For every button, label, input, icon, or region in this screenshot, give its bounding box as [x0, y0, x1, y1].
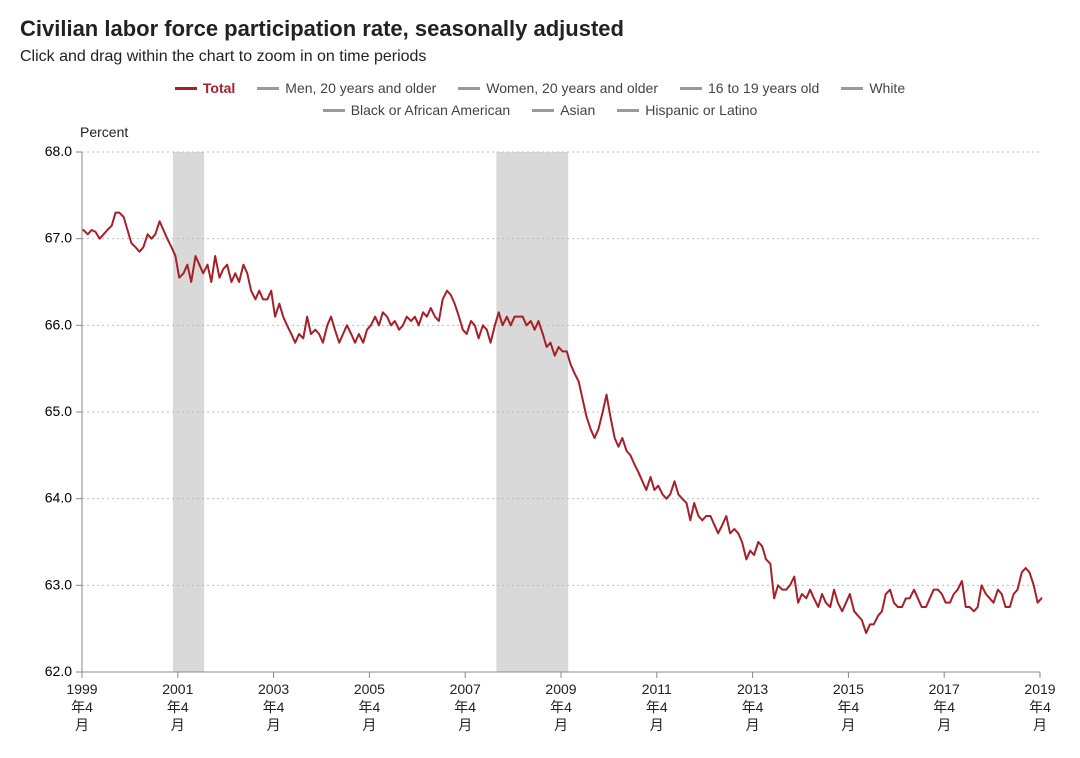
x-tick-label: 2011: [642, 681, 672, 697]
legend-swatch: [175, 87, 197, 90]
legend-item[interactable]: Hispanic or Latino: [617, 102, 757, 118]
x-ticks: 1999 年4 月 2001 年4 月 2003 年4 月 2005 年4 月 2007 年4 月 2009 年…: [66, 672, 1055, 733]
x-tick-label: 年4: [167, 699, 189, 715]
legend-item[interactable]: Asian: [532, 102, 595, 118]
line-chart[interactable]: 62.0 63.0 64.0 65.0 66.0 67.0 68.0 1999 年4 月 2001 年…: [20, 142, 1060, 742]
legend: Total Men, 20 years and older Women, 20 ye…: [110, 80, 970, 118]
legend-swatch: [458, 87, 480, 90]
x-tick-label: 1999: [66, 681, 97, 697]
x-tick-label: 月: [267, 717, 281, 733]
legend-label: Asian: [560, 102, 595, 118]
x-tick-label: 年4: [71, 699, 93, 715]
legend-label: 16 to 19 years old: [708, 80, 819, 96]
legend-item[interactable]: Men, 20 years and older: [257, 80, 436, 96]
legend-item[interactable]: White: [841, 80, 905, 96]
x-tick-label: 2005: [354, 681, 385, 697]
legend-item[interactable]: Total: [175, 80, 235, 96]
chart-area[interactable]: 62.0 63.0 64.0 65.0 66.0 67.0 68.0 1999 年4 月 2001 年…: [20, 142, 1060, 742]
x-tick-label: 月: [1033, 717, 1047, 733]
x-tick-label: 2003: [258, 681, 289, 697]
y-tick-label: 66.0: [45, 316, 72, 332]
x-tick-label: 月: [171, 717, 185, 733]
x-tick-label: 年4: [646, 699, 668, 715]
x-tick-label: 月: [841, 717, 855, 733]
chart-subtitle: Click and drag within the chart to zoom …: [20, 48, 1060, 66]
x-tick-label: 月: [937, 717, 951, 733]
legend-label: Total: [203, 80, 235, 96]
y-tick-label: 68.0: [45, 143, 72, 159]
y-tick-label: 64.0: [45, 490, 72, 506]
legend-swatch: [617, 109, 639, 112]
legend-label: Hispanic or Latino: [645, 102, 757, 118]
legend-swatch: [257, 87, 279, 90]
x-tick-label: 年4: [550, 699, 572, 715]
x-tick-label: 月: [75, 717, 89, 733]
legend-swatch: [532, 109, 554, 112]
legend-label: Women, 20 years and older: [486, 80, 658, 96]
x-tick-label: 年4: [359, 699, 381, 715]
y-tick-label: 62.0: [45, 663, 72, 679]
x-tick-label: 2015: [833, 681, 864, 697]
chart-title: Civilian labor force participation rate,…: [20, 16, 1060, 42]
legend-swatch: [323, 109, 345, 112]
legend-item[interactable]: Women, 20 years and older: [458, 80, 658, 96]
x-tick-label: 2013: [737, 681, 768, 697]
y-tick-label: 65.0: [45, 403, 72, 419]
legend-swatch: [841, 87, 863, 90]
x-tick-label: 2009: [545, 681, 576, 697]
x-tick-label: 2019: [1024, 681, 1055, 697]
legend-item[interactable]: Black or African American: [323, 102, 511, 118]
x-tick-label: 月: [746, 717, 760, 733]
x-tick-label: 月: [362, 717, 376, 733]
x-tick-label: 年4: [742, 699, 764, 715]
x-tick-label: 月: [554, 717, 568, 733]
x-tick-label: 2007: [450, 681, 481, 697]
y-tick-label: 63.0: [45, 576, 72, 592]
x-tick-label: 年4: [933, 699, 955, 715]
x-tick-label: 月: [650, 717, 664, 733]
legend-label: Men, 20 years and older: [285, 80, 436, 96]
x-tick-label: 年4: [1029, 699, 1051, 715]
x-tick-label: 2017: [929, 681, 960, 697]
x-tick-label: 年4: [454, 699, 476, 715]
legend-swatch: [680, 87, 702, 90]
legend-label: White: [869, 80, 905, 96]
y-axis-label: Percent: [80, 124, 1060, 140]
x-tick-label: 年4: [838, 699, 860, 715]
x-tick-label: 年4: [263, 699, 285, 715]
legend-label: Black or African American: [351, 102, 511, 118]
x-tick-label: 月: [458, 717, 472, 733]
y-tick-label: 67.0: [45, 230, 72, 246]
legend-item[interactable]: 16 to 19 years old: [680, 80, 819, 96]
x-tick-label: 2001: [162, 681, 193, 697]
